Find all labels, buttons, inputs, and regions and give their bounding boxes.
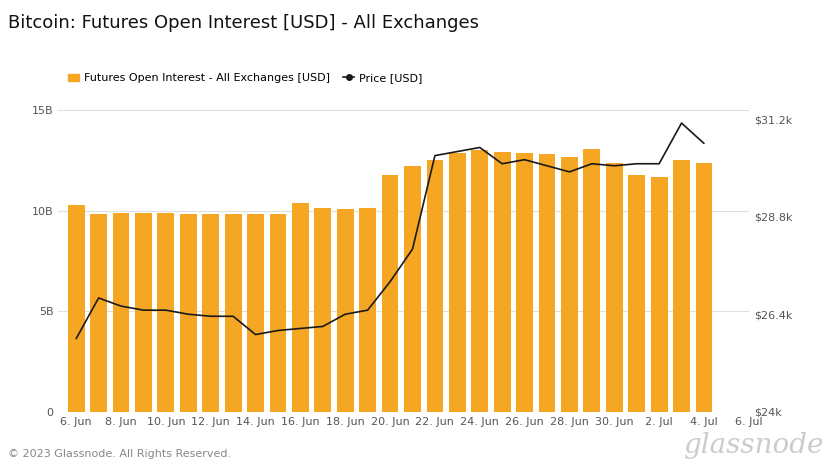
Bar (493, 152, 511, 412)
Bar (628, 175, 645, 412)
Bar (516, 153, 533, 412)
Bar (112, 213, 130, 412)
Text: glassnode: glassnode (683, 431, 824, 459)
Bar (404, 166, 421, 412)
Bar (606, 163, 622, 412)
Bar (247, 214, 264, 412)
Bar (673, 160, 690, 412)
Bar (135, 213, 152, 412)
Bar (225, 214, 241, 412)
Bar (382, 175, 399, 412)
Bar (292, 203, 309, 412)
Bar (67, 205, 85, 412)
Bar (538, 154, 556, 412)
Bar (90, 214, 107, 412)
Bar (561, 157, 578, 412)
Bar (427, 160, 443, 412)
Bar (583, 148, 600, 412)
Bar (314, 208, 331, 412)
Text: © 2023 Glassnode. All Rights Reserved.: © 2023 Glassnode. All Rights Reserved. (8, 449, 231, 459)
Legend: Futures Open Interest - All Exchanges [USD], Price [USD]: Futures Open Interest - All Exchanges [U… (64, 69, 427, 88)
Bar (359, 208, 376, 412)
Bar (337, 209, 354, 412)
Bar (157, 213, 174, 412)
Bar (472, 150, 488, 412)
Bar (270, 214, 286, 412)
Bar (696, 163, 712, 412)
Bar (651, 177, 667, 412)
Bar (449, 153, 466, 412)
Bar (180, 214, 196, 412)
Bar (202, 214, 219, 412)
Text: Bitcoin: Futures Open Interest [USD] - All Exchanges: Bitcoin: Futures Open Interest [USD] - A… (8, 14, 479, 32)
